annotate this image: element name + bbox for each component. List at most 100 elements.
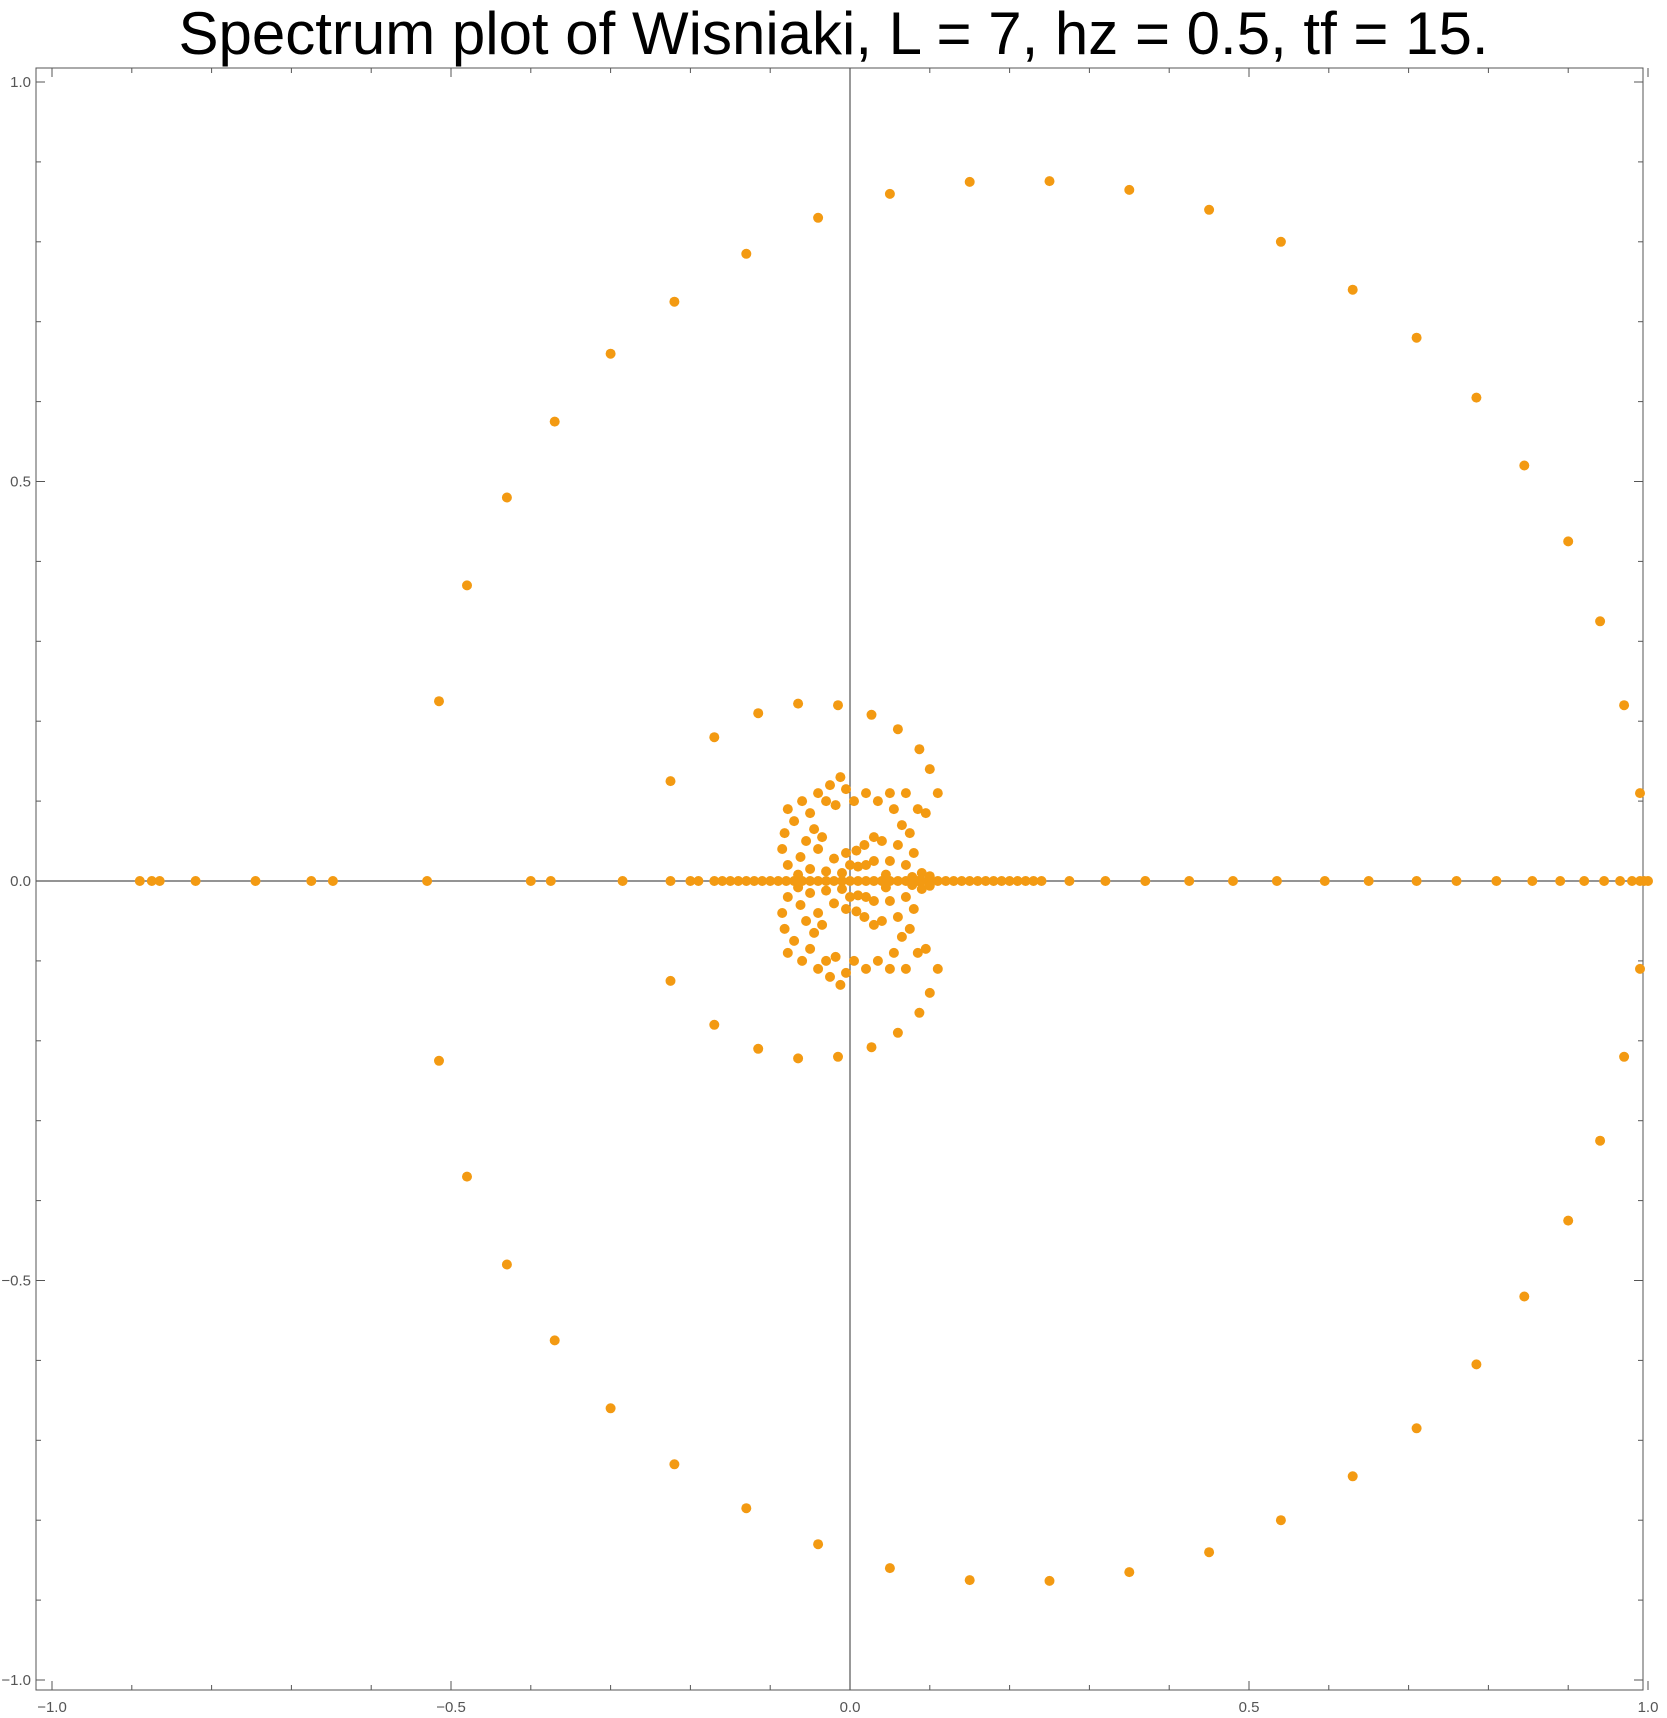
data-point bbox=[1527, 876, 1538, 886]
y-tick-label: −0.5 bbox=[1, 1273, 31, 1290]
data-point bbox=[908, 848, 919, 858]
data-point bbox=[825, 971, 835, 982]
data-point bbox=[900, 860, 911, 870]
data-point bbox=[932, 963, 943, 974]
data-point bbox=[753, 1043, 764, 1054]
data-point bbox=[880, 882, 891, 893]
data-point bbox=[1347, 284, 1358, 295]
data-point bbox=[665, 776, 676, 787]
data-point bbox=[956, 876, 967, 886]
chart-title: Spectrum plot of Wisniaki, L = 7, hz = 0… bbox=[178, 0, 1489, 67]
data-point bbox=[1275, 1515, 1286, 1526]
data-point bbox=[805, 876, 816, 886]
data-point bbox=[833, 700, 843, 711]
data-point bbox=[795, 900, 806, 910]
data-point bbox=[821, 885, 832, 896]
x-tick-label: 0.5 bbox=[1239, 1699, 1260, 1716]
x-tick-label: 0.0 bbox=[840, 1699, 861, 1716]
data-point bbox=[1599, 876, 1610, 886]
data-point bbox=[462, 580, 472, 591]
data-point bbox=[859, 912, 870, 922]
data-point bbox=[868, 896, 879, 906]
data-point bbox=[859, 840, 870, 850]
data-point bbox=[773, 876, 784, 886]
data-point bbox=[837, 868, 847, 878]
data-point bbox=[872, 796, 883, 807]
data-point bbox=[422, 876, 433, 886]
data-point bbox=[972, 876, 983, 886]
data-point bbox=[795, 852, 806, 862]
data-point bbox=[964, 876, 975, 886]
data-point bbox=[1044, 176, 1055, 187]
data-point bbox=[327, 876, 338, 886]
data-point bbox=[845, 876, 855, 886]
data-point bbox=[1519, 1291, 1530, 1302]
data-points bbox=[134, 176, 1653, 1586]
data-point bbox=[845, 892, 855, 902]
data-point bbox=[709, 732, 720, 743]
data-point bbox=[1044, 1575, 1055, 1586]
data-point bbox=[888, 804, 899, 815]
data-point bbox=[853, 890, 863, 901]
data-point bbox=[851, 906, 862, 917]
data-point bbox=[980, 876, 991, 886]
data-point bbox=[817, 832, 828, 843]
data-point bbox=[1619, 700, 1630, 711]
data-point bbox=[884, 896, 895, 906]
data-point bbox=[782, 892, 793, 902]
x-tick-label: −1.0 bbox=[37, 1699, 67, 1716]
data-point bbox=[1028, 876, 1039, 886]
data-point bbox=[753, 708, 764, 719]
data-point bbox=[932, 876, 943, 886]
data-point bbox=[830, 800, 841, 811]
data-point bbox=[924, 987, 935, 998]
data-point bbox=[1140, 876, 1151, 886]
data-point bbox=[501, 1259, 512, 1270]
data-point bbox=[892, 1027, 903, 1038]
data-point bbox=[434, 696, 444, 707]
data-point bbox=[964, 1575, 975, 1586]
data-point bbox=[884, 856, 895, 866]
data-point bbox=[845, 860, 855, 870]
data-point bbox=[861, 892, 871, 902]
data-point bbox=[1004, 876, 1015, 886]
data-point bbox=[888, 947, 899, 958]
data-point bbox=[900, 963, 911, 974]
data-point bbox=[525, 876, 536, 886]
data-point bbox=[813, 908, 824, 918]
data-point bbox=[805, 864, 816, 874]
data-point bbox=[1563, 536, 1574, 547]
data-point bbox=[1635, 963, 1645, 974]
data-point bbox=[1579, 876, 1590, 886]
data-point bbox=[693, 876, 704, 886]
data-point bbox=[892, 840, 903, 850]
data-point bbox=[813, 1539, 824, 1550]
data-point bbox=[907, 880, 918, 890]
data-point bbox=[793, 882, 804, 893]
data-point bbox=[1036, 876, 1047, 886]
data-point bbox=[912, 947, 923, 958]
data-point bbox=[1100, 876, 1111, 886]
data-point bbox=[665, 975, 676, 986]
data-point bbox=[782, 947, 793, 958]
data-point bbox=[797, 796, 808, 807]
data-point bbox=[829, 876, 839, 886]
data-point bbox=[813, 788, 824, 799]
data-point bbox=[868, 919, 879, 930]
data-point bbox=[892, 912, 903, 922]
data-point bbox=[781, 876, 792, 886]
data-point bbox=[851, 845, 862, 856]
data-point bbox=[884, 788, 895, 799]
data-point bbox=[1347, 1471, 1358, 1482]
data-point bbox=[617, 876, 628, 886]
data-point bbox=[741, 248, 752, 259]
data-point bbox=[801, 916, 812, 926]
tick-marks bbox=[36, 68, 1649, 1690]
data-point bbox=[1635, 788, 1645, 799]
data-point bbox=[861, 876, 871, 886]
data-point bbox=[861, 788, 871, 799]
data-point bbox=[733, 876, 744, 886]
data-point bbox=[988, 876, 999, 886]
data-point bbox=[1555, 876, 1566, 886]
